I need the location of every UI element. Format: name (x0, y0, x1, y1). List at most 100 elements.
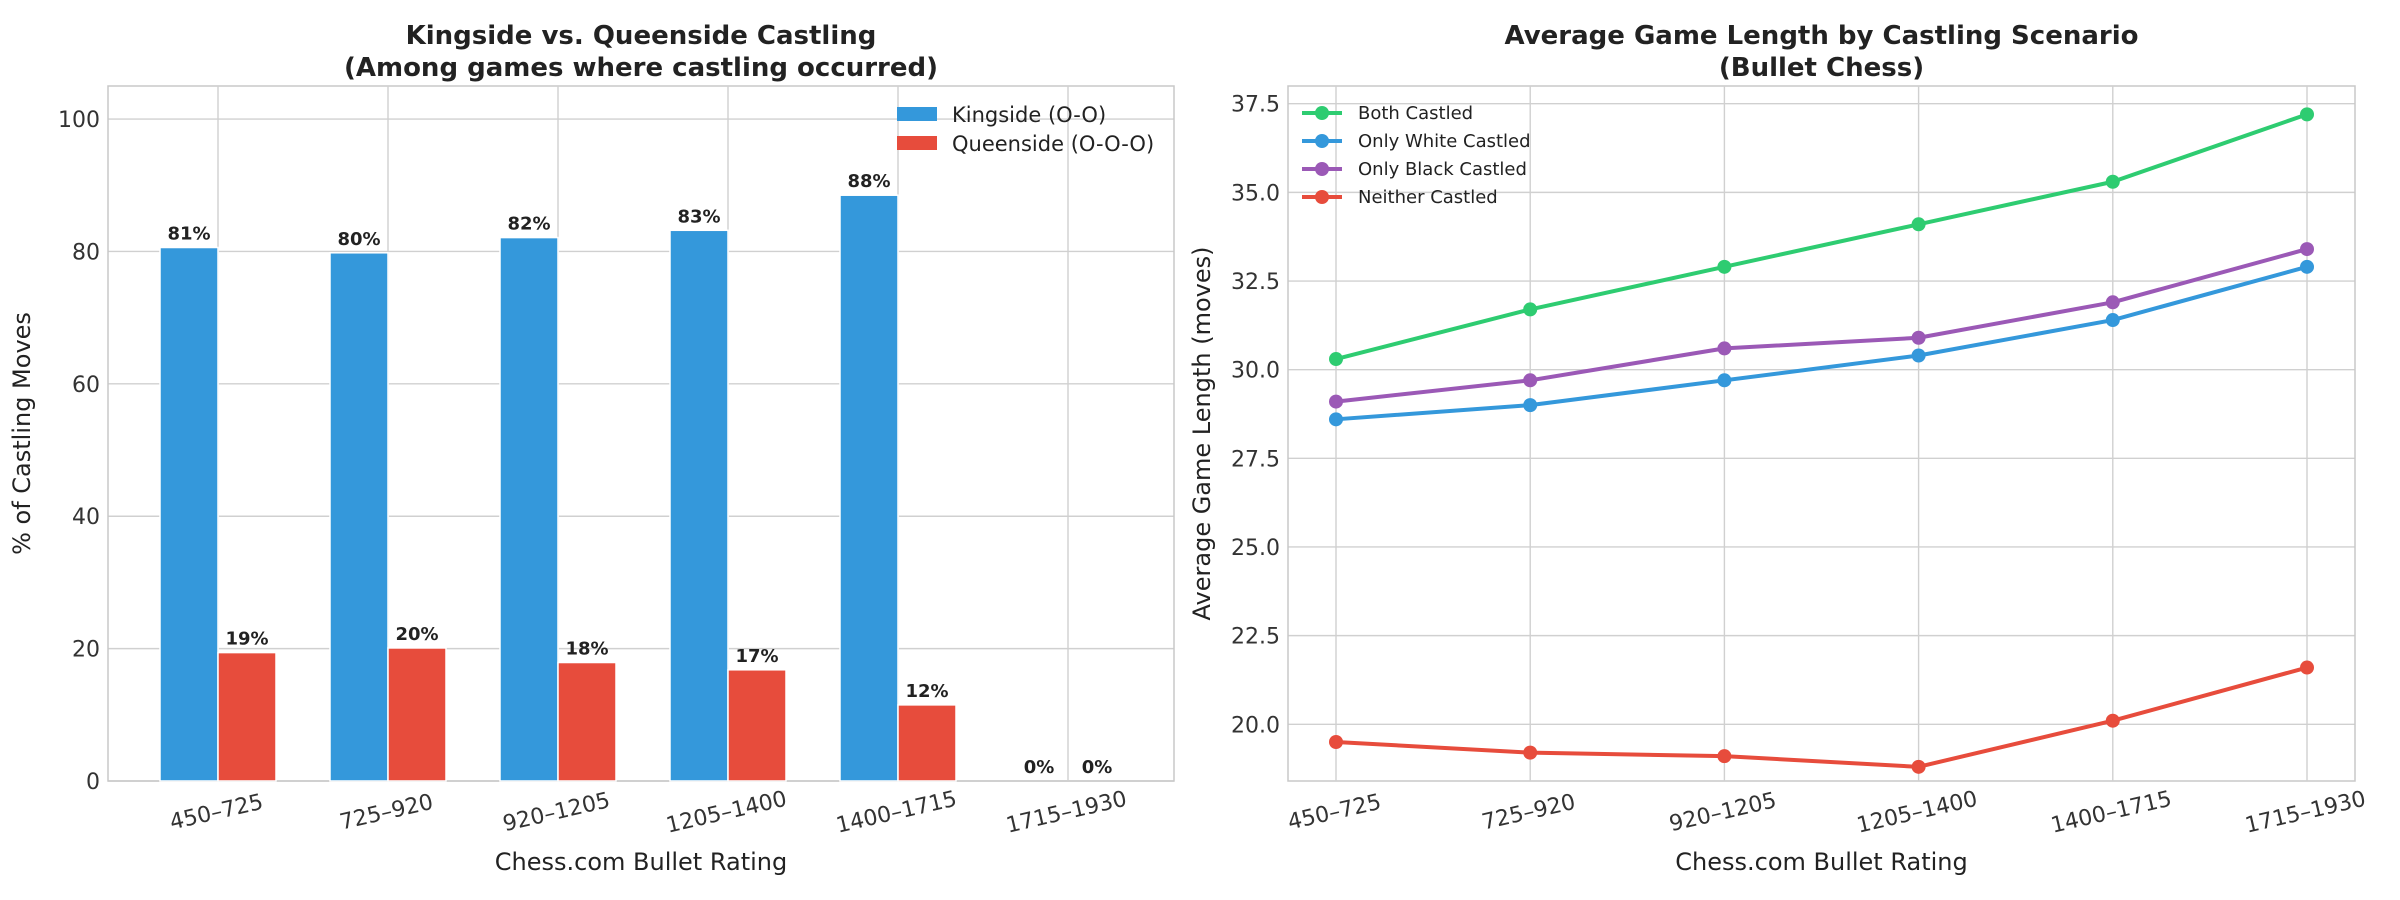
bar-chart-x-tick-label: 1400–1715 (834, 787, 959, 839)
bar-chart-x-tick-label: 1205–1400 (664, 787, 789, 839)
castling-side-bar-chart: 0 20 40 60 80 100 81% 80% 82% 83% 88% 0% 19% 20% 18% 17… (8, 21, 1175, 876)
data-point (1717, 341, 1732, 356)
bar-value-label: 18% (565, 639, 608, 660)
bar-chart-y-tick-label: 80 (72, 240, 100, 265)
line-chart-plot-frame (1287, 85, 2356, 782)
legend-marker (1315, 134, 1329, 148)
series-line-only-black-castled (1335, 247, 2308, 404)
bar-value-label: 0% (1024, 757, 1055, 778)
line-chart-y-tick-label: 37.5 (1231, 93, 1280, 118)
line-chart-subtitle: (Bullet Chess) (1719, 53, 1924, 83)
line-chart-y-tick-label: 30.0 (1231, 359, 1280, 384)
bar-value-label: 0% (1082, 757, 1113, 778)
line-chart-y-tick-label: 35.0 (1231, 181, 1280, 206)
legend-label: Both Castled (1358, 103, 1473, 124)
data-point (1329, 412, 1343, 427)
data-point (1523, 302, 1538, 317)
line-chart-y-axis-label: Average Game Length (moves) (1188, 247, 1216, 621)
data-point (1717, 749, 1732, 764)
line-chart-plot-area (1288, 86, 2355, 781)
legend-swatch (897, 136, 937, 150)
legend-marker (1315, 190, 1329, 204)
line-chart-y-tick-label: 27.5 (1231, 447, 1280, 472)
bar-chart-y-tick-label: 100 (58, 108, 100, 133)
line-chart-y-tick-label: 20.0 (1231, 713, 1280, 738)
data-point (1523, 373, 1538, 388)
bar-queenside (897, 704, 957, 782)
line-chart-title: Average Game Length by Castling Scenario (1505, 21, 2139, 51)
data-point (1329, 394, 1343, 409)
legend-marker (1315, 106, 1329, 120)
legend-label: Only White Castled (1358, 131, 1531, 152)
legend-marker (1315, 162, 1329, 176)
bar-chart-plot-frame (107, 85, 1175, 782)
bar-kingside (669, 229, 729, 782)
data-point (1523, 398, 1538, 413)
line-chart-x-tick-label: 1205–1400 (1854, 787, 1979, 839)
bar-chart-y-tick-label: 20 (72, 638, 100, 663)
series-line-both-castled (1335, 112, 2308, 361)
line-chart-y-tick-label: 32.5 (1231, 270, 1280, 295)
data-point (1911, 348, 1926, 363)
bar-value-label: 80% (337, 229, 380, 250)
bar-chart-x-tick-label: 450–725 (167, 790, 265, 836)
bar-chart-x-tick-label: 725–920 (337, 790, 435, 836)
bar-chart-x-tick-label: 920–1205 (501, 788, 613, 837)
line-chart-x-tick-label: 920–1205 (1667, 788, 1779, 837)
data-point (1523, 745, 1538, 760)
data-point (2105, 313, 2120, 328)
series-line-only-white-castled (1335, 264, 2308, 422)
bar-chart-x-axis-label: Chess.com Bullet Rating (495, 848, 787, 876)
bar-queenside (557, 661, 617, 782)
data-point (1911, 217, 1926, 232)
bar-queenside (217, 651, 277, 782)
bar-value-label: 17% (735, 646, 778, 667)
bar-value-label: 81% (167, 224, 210, 245)
line-chart-y-tick-label: 22.5 (1231, 625, 1280, 650)
bar-queenside (387, 647, 447, 782)
legend-label: Only Black Castled (1358, 159, 1527, 180)
game-length-line-chart: 20.0 22.5 25.0 27.5 30.0 32.5 35.0 37.5 450–725 7… (1188, 21, 2368, 876)
bar-kingside (329, 252, 389, 782)
bar-chart-y-tick-label: 0 (86, 770, 100, 795)
data-point (1911, 330, 1926, 345)
bar-kingside (159, 246, 219, 782)
legend-label: Neither Castled (1358, 187, 1498, 208)
data-point (2300, 259, 2314, 274)
bar-value-label: 82% (507, 214, 550, 235)
data-point (2300, 660, 2314, 675)
bar-queenside (727, 669, 787, 782)
legend-label: Queenside (O-O-O) (952, 132, 1154, 156)
bar-value-label: 88% (847, 171, 890, 192)
bar-chart-subtitle: (Among games where castling occurred) (344, 53, 938, 83)
bar-chart-title: Kingside vs. Queenside Castling (406, 21, 877, 51)
bar-kingside (499, 236, 559, 782)
line-chart-x-tick-label: 450–725 (1285, 790, 1383, 836)
legend-swatch (897, 107, 937, 121)
data-point (2105, 713, 2120, 728)
data-point (2105, 295, 2120, 310)
bar-chart-plot-area (108, 86, 1174, 781)
line-chart-x-tick-label: 1400–1715 (2049, 787, 2174, 839)
data-point (2300, 242, 2314, 257)
line-chart-y-tick-label: 25.0 (1231, 536, 1280, 561)
data-point (1717, 259, 1732, 274)
data-point (1329, 734, 1343, 749)
data-point (2300, 107, 2314, 122)
line-chart-x-axis-label: Chess.com Bullet Rating (1675, 848, 1967, 876)
line-chart-x-tick-label: 725–920 (1480, 790, 1578, 836)
bar-value-label: 20% (395, 624, 438, 645)
data-point (1329, 352, 1343, 367)
bar-chart-y-axis-label: % of Castling Moves (8, 312, 36, 555)
bar-kingside (839, 194, 899, 782)
bar-value-label: 19% (225, 629, 268, 650)
bar-chart-x-tick-label: 1715–1930 (1004, 787, 1129, 839)
bar-value-label: 83% (677, 206, 720, 227)
bar-chart-y-tick-label: 40 (72, 505, 100, 530)
bar-chart-y-tick-label: 60 (72, 373, 100, 398)
line-chart-x-tick-label: 1715–1930 (2243, 787, 2368, 839)
bar-value-label: 12% (905, 681, 948, 702)
data-point (2105, 174, 2120, 189)
legend-label: Kingside (O-O) (952, 103, 1106, 127)
